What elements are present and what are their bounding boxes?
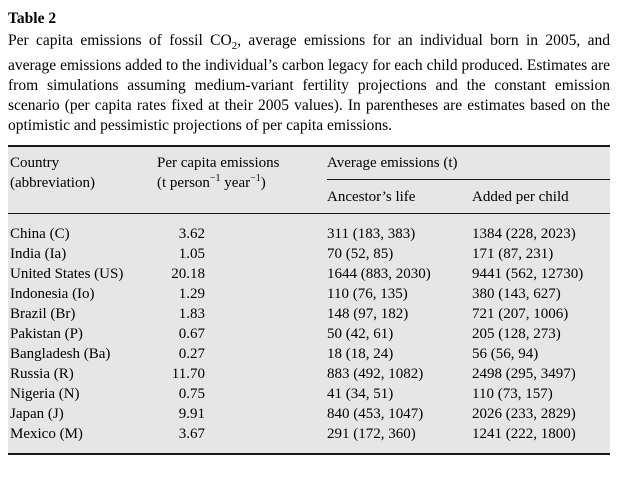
table-row: Mexico (M) 3.67 291 (172, 360) 1241 (222… — [8, 424, 610, 453]
ancestors-life-cell: 311 (183, 383) — [327, 225, 416, 242]
header-row-2: Ancestor’s life Added per child — [8, 179, 610, 214]
country-cell: Nigeria (N) — [10, 385, 80, 402]
table-row: Bangladesh (Ba) 0.27 18 (18, 24) 56 (56,… — [8, 344, 610, 364]
country-cell: Pakistan (P) — [10, 325, 83, 342]
per-capita-cell: 0.27 — [157, 344, 327, 364]
emissions-table: Country (abbreviation) Per capita emissi… — [8, 145, 610, 455]
added-per-child-cell: 110 (73, 157) — [472, 385, 553, 402]
per-capita-value: 9.91 — [178, 405, 205, 422]
ancestors-life-cell: 41 (34, 51) — [327, 385, 394, 402]
added-per-child-cell: 56 (56, 94) — [472, 345, 539, 362]
ancestors-life-cell: 291 (172, 360) — [327, 425, 416, 442]
added-per-child-cell: 205 (128, 273) — [472, 325, 561, 342]
co2-subscript: 2 — [231, 40, 238, 53]
per-capita-value: 11.70 — [171, 365, 205, 382]
per-capita-value: 20.18 — [171, 265, 205, 282]
table-row: Japan (J) 9.91 840 (453, 1047) 2026 (233… — [8, 404, 610, 424]
paper-table-figure: Table 2 Per capita emissions of fossil C… — [8, 9, 610, 455]
ancestors-life-cell: 50 (42, 61) — [327, 325, 394, 342]
per-capita-value: 1.83 — [178, 305, 205, 322]
per-capita-value: 0.67 — [178, 325, 205, 342]
table-caption: Table 2 Per capita emissions of fossil C… — [8, 9, 610, 136]
per-capita-value: 3.62 — [178, 225, 205, 242]
ancestors-life-cell: 1644 (883, 2030) — [327, 265, 431, 282]
per-capita-cell: 20.18 — [157, 264, 327, 284]
country-cell: China (C) — [10, 225, 70, 242]
per-capita-value: 1.05 — [178, 245, 205, 262]
table-number-label: Table 2 — [8, 10, 57, 27]
emissions-table-grid: Country (abbreviation) Per capita emissi… — [8, 147, 610, 453]
col-header-per-capita-units: (t person−1 year−1) — [157, 173, 266, 192]
table-row: Pakistan (P) 0.67 50 (42, 61) 205 (128, … — [8, 324, 610, 344]
per-capita-cell: 1.29 — [157, 284, 327, 304]
added-per-child-cell: 2026 (233, 2829) — [472, 405, 576, 422]
per-capita-cell: 9.91 — [157, 404, 327, 424]
superscript-minus-one: −1 — [250, 173, 261, 185]
ancestors-life-cell: 70 (52, 85) — [327, 245, 394, 262]
country-cell: Russia (R) — [10, 365, 74, 382]
added-per-child-cell: 1241 (222, 1800) — [472, 425, 576, 442]
per-capita-cell: 0.75 — [157, 384, 327, 404]
added-per-child-cell: 171 (87, 231) — [472, 245, 554, 262]
col-header-country: Country (abbreviation) — [8, 147, 157, 214]
country-cell: United States (US) — [10, 265, 124, 282]
ancestors-life-cell: 840 (453, 1047) — [327, 405, 424, 422]
added-per-child-cell: 9441 (562, 12730) — [472, 265, 584, 282]
country-cell: Mexico (M) — [10, 425, 83, 442]
caption-text-after-subscript: , average emissions for an individual bo… — [8, 32, 610, 135]
table-row: China (C) 3.62 311 (183, 383) 1384 (228,… — [8, 213, 610, 244]
per-capita-cell: 3.62 — [157, 213, 327, 244]
ancestors-life-cell: 110 (76, 135) — [327, 285, 408, 302]
per-capita-value: 3.67 — [178, 425, 205, 442]
country-cell: Bangladesh (Ba) — [10, 345, 111, 362]
table-body: China (C) 3.62 311 (183, 383) 1384 (228,… — [8, 213, 610, 453]
col-header-per-capita-emissions: Per capita emissions (t person−1 year−1) — [157, 147, 327, 214]
table-row: Indonesia (Io) 1.29 110 (76, 135) 380 (1… — [8, 284, 610, 304]
col-header-country-line1: Country — [10, 155, 60, 172]
country-cell: India (Ia) — [10, 245, 67, 262]
country-cell: Japan (J) — [10, 405, 64, 422]
col-header-ancestors-life: Ancestor’s life — [327, 179, 472, 214]
country-cell: Brazil (Br) — [10, 305, 76, 322]
table-row: Nigeria (N) 0.75 41 (34, 51) 110 (73, 15… — [8, 384, 610, 404]
caption-text-before-subscript: Per capita emissions of fossil CO — [8, 32, 232, 49]
table-row: India (Ia) 1.05 70 (52, 85) 171 (87, 231… — [8, 244, 610, 264]
table-header: Country (abbreviation) Per capita emissi… — [8, 147, 610, 214]
per-capita-value: 1.29 — [178, 285, 205, 302]
ancestors-life-cell: 148 (97, 182) — [327, 305, 409, 322]
per-capita-value: 0.75 — [178, 385, 205, 402]
per-capita-cell: 3.67 — [157, 424, 327, 453]
col-group-header-average-emissions: Average emissions (t) — [327, 147, 610, 180]
country-cell: Indonesia (Io) — [10, 285, 95, 302]
added-per-child-cell: 2498 (295, 3497) — [472, 365, 576, 382]
added-per-child-cell: 380 (143, 627) — [472, 285, 561, 302]
added-per-child-cell: 1384 (228, 2023) — [472, 225, 576, 242]
per-capita-cell: 0.67 — [157, 324, 327, 344]
per-capita-cell: 1.05 — [157, 244, 327, 264]
per-capita-cell: 11.70 — [157, 364, 327, 384]
ancestors-life-cell: 18 (18, 24) — [327, 345, 394, 362]
col-header-country-line2: (abbreviation) — [10, 175, 95, 192]
col-header-added-per-child: Added per child — [472, 179, 610, 214]
superscript-minus-one: −1 — [209, 173, 221, 185]
table-row: United States (US) 20.18 1644 (883, 2030… — [8, 264, 610, 284]
table-row: Russia (R) 11.70 883 (492, 1082) 2498 (2… — [8, 364, 610, 384]
table-row: Brazil (Br) 1.83 148 (97, 182) 721 (207,… — [8, 304, 610, 324]
per-capita-cell: 1.83 — [157, 304, 327, 324]
per-capita-value: 0.27 — [178, 345, 205, 362]
added-per-child-cell: 721 (207, 1006) — [472, 305, 569, 322]
caption-text: Per capita emissions of fossil CO2, aver… — [8, 31, 610, 136]
col-header-per-capita-line1: Per capita emissions — [157, 155, 280, 172]
ancestors-life-cell: 883 (492, 1082) — [327, 365, 424, 382]
header-row-1: Country (abbreviation) Per capita emissi… — [8, 147, 610, 214]
